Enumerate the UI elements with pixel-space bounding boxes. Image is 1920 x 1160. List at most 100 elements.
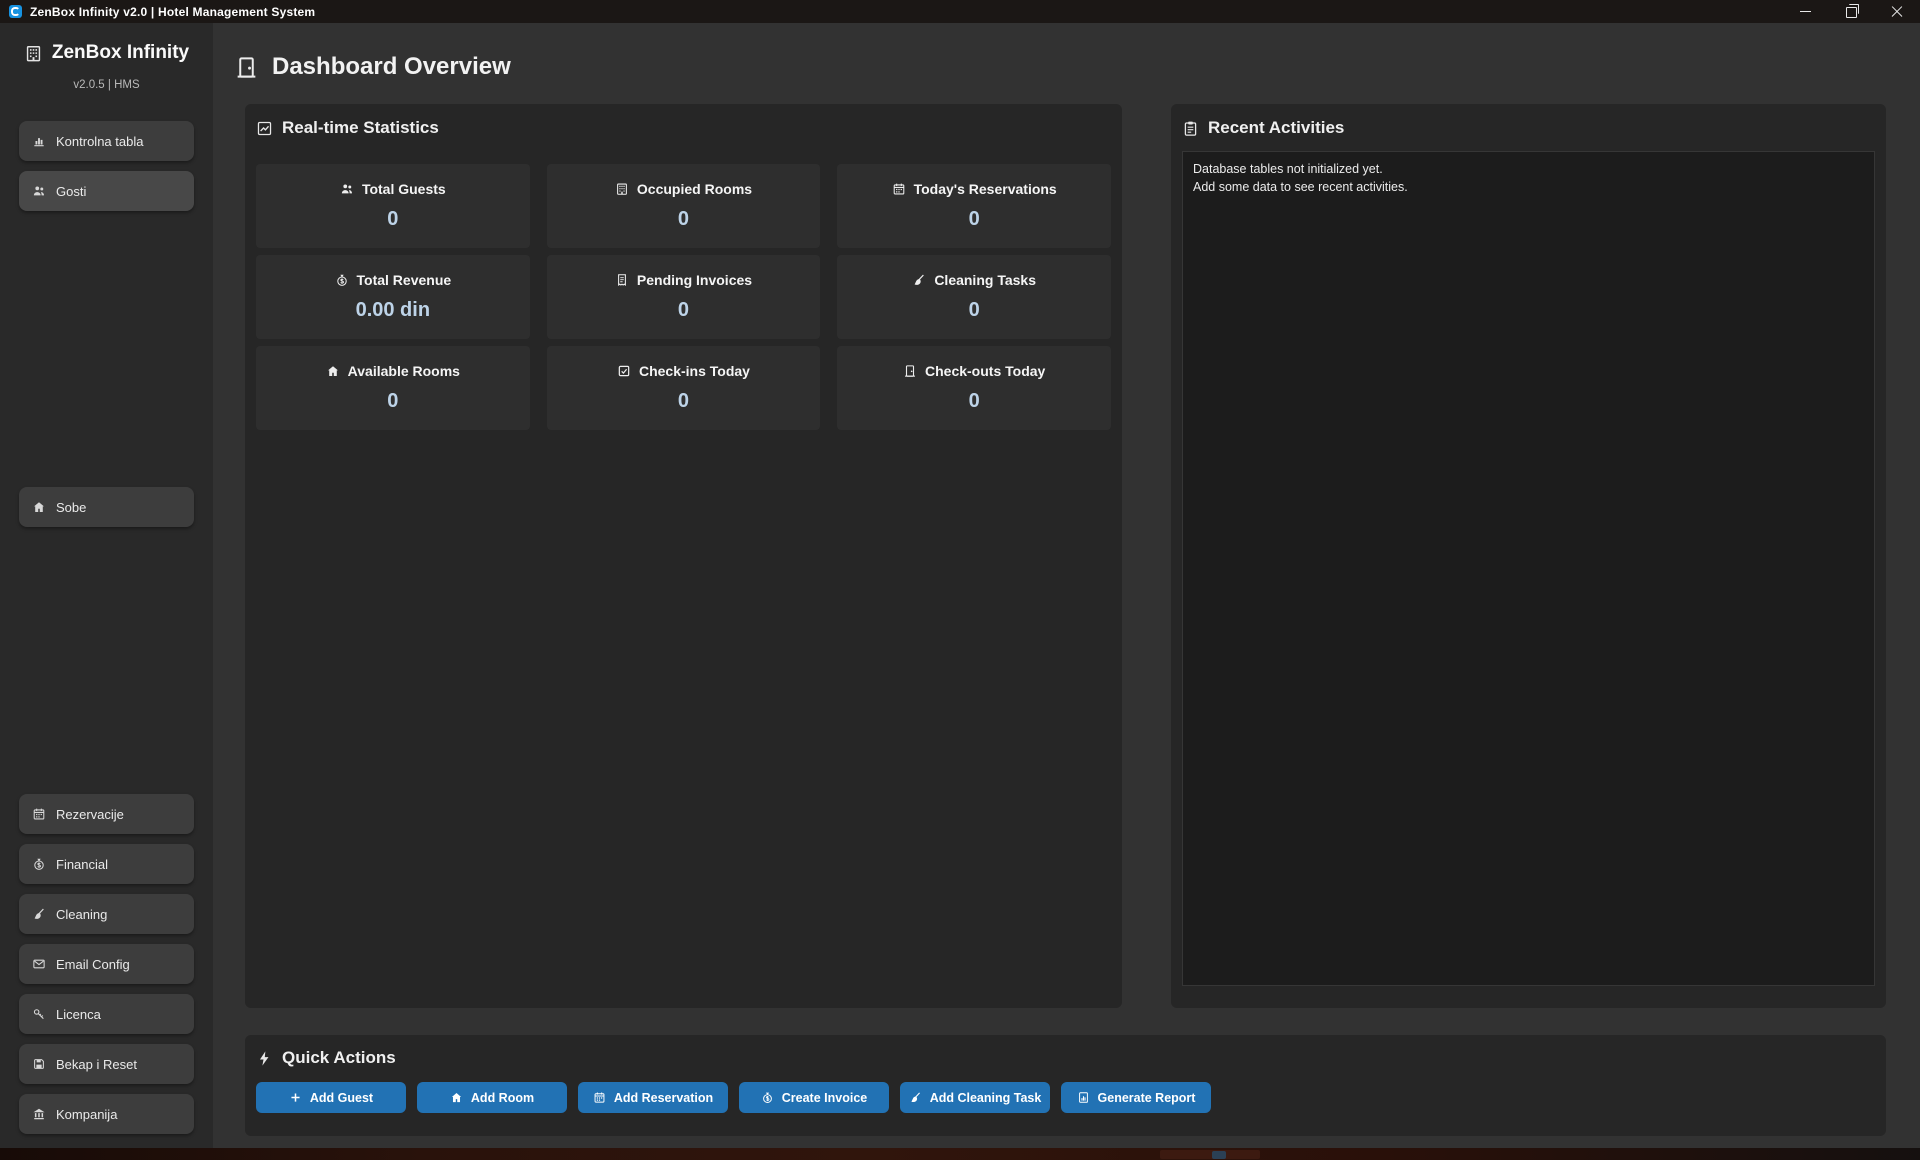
- receipt-icon: [615, 273, 629, 287]
- quick-actions-row: Add Guest Add Room Add Reservation Creat…: [256, 1082, 1875, 1113]
- stat-label: Pending Invoices: [636, 272, 753, 288]
- calendar-icon: [593, 1091, 606, 1104]
- stats-panel-title: Real-time Statistics: [282, 118, 439, 137]
- broom-icon: [32, 907, 46, 921]
- sidebar-item-label: Sobe: [56, 499, 87, 515]
- check-square-icon: [617, 364, 631, 378]
- page-header: Dashboard Overview: [234, 53, 511, 81]
- house-icon: [32, 500, 46, 514]
- floppy-disk-icon: [32, 1057, 46, 1071]
- bar-chart-icon: [32, 134, 46, 148]
- generate-report-button[interactable]: Generate Report: [1061, 1082, 1211, 1113]
- house-icon: [326, 364, 340, 378]
- stat-label: Occupied Rooms: [636, 181, 753, 197]
- sidebar-item-rezervacije[interactable]: Rezervacije: [19, 794, 194, 834]
- stat-card-todays-reservations: Today's Reservations 0: [837, 164, 1111, 248]
- add-reservation-button[interactable]: Add Reservation: [578, 1082, 728, 1113]
- sidebar-nav: Kontrolna tabla Gosti Sobe Rezervacije F…: [0, 91, 213, 1134]
- window-title: ZenBox Infinity v2.0 | Hotel Management …: [30, 4, 316, 19]
- report-icon: [1077, 1091, 1090, 1104]
- create-invoice-button[interactable]: Create Invoice: [739, 1082, 889, 1113]
- titlebar: ZenBox Infinity v2.0 | Hotel Management …: [0, 0, 1920, 23]
- recent-activities-panel: Recent Activities Database tables not in…: [1171, 104, 1886, 1008]
- stat-label: Total Guests: [361, 181, 446, 197]
- stat-label: Today's Reservations: [913, 181, 1057, 197]
- page-title: Dashboard Overview: [272, 53, 511, 80]
- quick-actions-header: Quick Actions: [256, 1048, 1875, 1068]
- stat-card-checkins-today: Check-ins Today 0: [546, 346, 821, 430]
- people-icon: [340, 182, 354, 196]
- app-brand: ZenBox Infinity: [24, 42, 189, 64]
- main-content: Dashboard Overview Real-time Statistics …: [213, 23, 1920, 1148]
- add-guest-button[interactable]: Add Guest: [256, 1082, 406, 1113]
- stats-panel-header: Real-time Statistics: [256, 118, 1111, 138]
- sidebar-item-sobe[interactable]: Sobe: [19, 487, 194, 527]
- stat-value: 0.00 din: [355, 299, 431, 321]
- stat-card-occupied-rooms: Occupied Rooms 0: [546, 164, 821, 248]
- lightning-icon: [256, 1050, 273, 1067]
- hotel-icon: [24, 44, 43, 63]
- recent-activities-header: Recent Activities: [1182, 118, 1875, 138]
- sidebar-item-financial[interactable]: Financial: [19, 844, 194, 884]
- sidebar-item-label: Kontrolna tabla: [56, 133, 144, 149]
- hotel-building-icon: [615, 182, 629, 196]
- button-label: Add Cleaning Task: [929, 1090, 1042, 1105]
- stat-label: Check-outs Today: [925, 363, 1046, 379]
- stat-value: 0: [677, 390, 690, 412]
- app-icon: [9, 5, 22, 18]
- desktop-strip: [0, 1148, 1920, 1160]
- broom-icon: [909, 1091, 922, 1104]
- button-label: Create Invoice: [781, 1090, 868, 1105]
- stat-card-total-guests: Total Guests 0: [256, 164, 530, 248]
- activities-empty-line2: Add some data to see recent activities.: [1193, 180, 1408, 195]
- restore-button[interactable]: [1828, 0, 1874, 23]
- quick-actions-title: Quick Actions: [282, 1048, 396, 1067]
- button-label: Add Reservation: [613, 1090, 714, 1105]
- sidebar-item-cleaning[interactable]: Cleaning: [19, 894, 194, 934]
- stat-card-cleaning-tasks: Cleaning Tasks 0: [837, 255, 1111, 339]
- sidebar-item-licenca[interactable]: Licenca: [19, 994, 194, 1034]
- taskbar-item-glow: [1212, 1151, 1226, 1159]
- stat-card-checkouts-today: Check-outs Today 0: [837, 346, 1111, 430]
- sidebar-item-label: Licenca: [56, 1006, 101, 1022]
- minimize-button[interactable]: [1782, 0, 1828, 23]
- stat-value: 0: [968, 390, 980, 412]
- add-cleaning-task-button[interactable]: Add Cleaning Task: [900, 1082, 1050, 1113]
- sidebar-item-kompanija[interactable]: Kompanija: [19, 1094, 194, 1134]
- stat-card-total-revenue: Total Revenue 0.00 din: [256, 255, 530, 339]
- sidebar-item-gosti[interactable]: Gosti: [19, 171, 194, 211]
- sidebar-item-label: Financial: [56, 856, 109, 872]
- sidebar-item-email-config[interactable]: Email Config: [19, 944, 194, 984]
- key-icon: [32, 1007, 46, 1021]
- stat-card-pending-invoices: Pending Invoices 0: [546, 255, 821, 339]
- sidebar-item-label: Gosti: [56, 183, 87, 199]
- calendar-icon: [32, 807, 46, 821]
- button-label: Add Guest: [309, 1090, 374, 1105]
- sidebar-item-kontrolna-tabla[interactable]: Kontrolna tabla: [19, 121, 194, 161]
- sidebar-item-bekap-i-reset[interactable]: Bekap i Reset: [19, 1044, 194, 1084]
- stat-value: 0: [387, 390, 399, 412]
- sidebar-item-label: Cleaning: [56, 906, 108, 922]
- window-controls: [1782, 0, 1920, 23]
- chart-line-icon: [256, 120, 273, 137]
- close-icon: [1891, 6, 1903, 18]
- stat-value: 0: [677, 208, 690, 230]
- add-room-button[interactable]: Add Room: [417, 1082, 567, 1113]
- activities-empty-line1: Database tables not initialized yet.: [1193, 162, 1383, 176]
- stat-label: Cleaning Tasks: [934, 272, 1036, 288]
- money-bag-icon: [32, 857, 46, 871]
- minimize-icon: [1799, 11, 1811, 12]
- stat-value: 0: [387, 208, 399, 230]
- button-label: Generate Report: [1097, 1090, 1196, 1105]
- stats-panel: Real-time Statistics Total Guests 0 Occu…: [245, 104, 1122, 1008]
- door-icon: [234, 55, 259, 80]
- office-building-icon: [32, 1107, 46, 1121]
- close-button[interactable]: [1874, 0, 1920, 23]
- stat-cards-grid: Total Guests 0 Occupied Rooms 0 Today's …: [256, 164, 1111, 430]
- quick-actions-panel: Quick Actions Add Guest Add Room Add Res…: [245, 1035, 1886, 1136]
- desktop-strip-highlight: [1160, 1150, 1260, 1159]
- money-bag-icon: [335, 273, 349, 287]
- stat-label: Available Rooms: [347, 363, 460, 379]
- people-icon: [32, 184, 46, 198]
